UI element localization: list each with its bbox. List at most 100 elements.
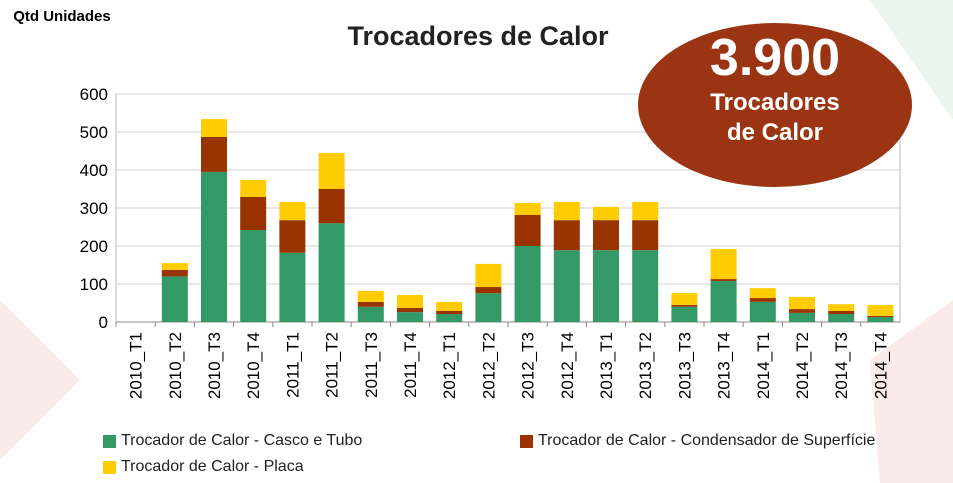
x-tick-label: 2014_T1 — [754, 332, 773, 399]
bar-segment — [475, 293, 502, 322]
x-tick-label: 2014_T2 — [793, 332, 812, 399]
y-axis-label: Qtd Unidades — [2, 6, 122, 28]
x-tick-label: 2011_T4 — [401, 332, 420, 398]
badge-oval — [638, 23, 912, 187]
bar-segment — [632, 201, 659, 221]
bg-shape — [870, 300, 953, 483]
x-tick-label: 2010_T2 — [166, 332, 185, 399]
bar-segment — [279, 201, 306, 221]
bar-segment — [514, 214, 541, 246]
legend-label: Trocador de Calor - Placa — [121, 458, 304, 475]
bar-segment — [671, 306, 698, 322]
x-tick-label: 2010_T3 — [205, 332, 224, 399]
bar-segment — [318, 189, 345, 224]
x-tick-label: 2013_T2 — [636, 332, 655, 399]
bar-segment — [240, 179, 267, 197]
bar-segment — [514, 203, 541, 215]
bar-segment — [279, 252, 306, 322]
badge-label: Trocadores de Calor — [710, 89, 840, 146]
y-tick-label: 500 — [80, 123, 108, 142]
bar-segment — [553, 201, 580, 221]
y-tick-label: 0 — [99, 313, 108, 332]
bar-segment — [201, 119, 227, 137]
legend-swatch — [103, 435, 116, 448]
x-tick-label: 2011_T3 — [362, 332, 381, 398]
bar-segment — [828, 314, 855, 322]
legend-swatch — [103, 461, 116, 474]
bar-segment — [749, 288, 776, 299]
x-tick-label: 2011_T1 — [283, 332, 302, 398]
bar-segment — [710, 280, 737, 322]
bar-segment — [553, 220, 580, 251]
bar-segment — [201, 171, 227, 322]
bar-segment — [671, 293, 698, 305]
bar-segment — [318, 152, 345, 189]
y-tick-label: 600 — [80, 85, 108, 104]
bar-segment — [867, 317, 894, 322]
bar-segment — [161, 263, 188, 270]
bar-segment — [553, 250, 580, 322]
x-tick-label: 2013_T1 — [597, 332, 616, 399]
bar-segment — [789, 296, 815, 310]
bar-segment — [789, 312, 815, 322]
x-tick-label: 2013_T3 — [675, 332, 694, 399]
bar-segment — [357, 306, 384, 322]
x-tick-label: 2014_T3 — [832, 332, 851, 399]
y-tick-label: 400 — [80, 161, 108, 180]
bar-segment — [749, 298, 776, 302]
bar-segment — [749, 301, 776, 322]
bar-segment — [593, 206, 619, 221]
bar-segment — [436, 314, 463, 322]
legend-item: Trocador de Calor - Casco e Tubo — [103, 432, 503, 450]
x-tick-label: 2011_T2 — [323, 332, 342, 398]
y-tick-label: 200 — [80, 237, 108, 256]
bar-segment — [240, 196, 267, 231]
bar-segment — [436, 310, 463, 315]
bar-segment — [201, 136, 227, 172]
bar-segment — [475, 263, 502, 288]
bar-segment — [828, 310, 855, 315]
bar-segment — [397, 312, 423, 322]
bar-segment — [240, 230, 267, 322]
x-tick-label: 2013_T4 — [715, 332, 734, 399]
x-tick-label: 2012_T1 — [440, 332, 459, 399]
bar-segment — [671, 304, 698, 307]
badge-text: 3.900 Trocadores de Calor — [650, 28, 900, 148]
bar-segment — [397, 295, 423, 308]
bar-segment — [593, 250, 619, 322]
bar-segment — [397, 307, 423, 313]
x-tick-label: 2010_T4 — [244, 332, 263, 399]
bg-shape — [870, 0, 953, 120]
bar-segment — [161, 269, 188, 277]
legend-label: Trocador de Calor - Condensador de Super… — [538, 432, 876, 449]
bar-segment — [710, 249, 737, 280]
bar-segment — [632, 250, 659, 322]
bar-segment — [357, 290, 384, 302]
y-tick-label: 100 — [80, 275, 108, 294]
bar-segment — [436, 301, 463, 311]
bar-segment — [867, 304, 894, 316]
chart-title: Trocadores de Calor — [347, 21, 609, 51]
x-tick-label: 2012_T2 — [479, 332, 498, 399]
legend-swatch — [520, 435, 533, 448]
bar-segment — [357, 301, 384, 307]
bar-segment — [632, 220, 659, 251]
bar-segment — [161, 276, 188, 322]
bar-segment — [828, 304, 855, 311]
x-tick-label: 2014_T4 — [871, 332, 890, 399]
bar-segment — [867, 315, 894, 318]
bar-segment — [710, 279, 737, 281]
bar-segment — [475, 287, 502, 294]
bar-segment — [789, 309, 815, 313]
legend-label: Trocador de Calor - Casco e Tubo — [121, 432, 363, 449]
bar-segment — [318, 223, 345, 322]
legend-item: Trocador de Calor - Condensador de Super… — [520, 432, 900, 450]
y-tick-label: 300 — [80, 199, 108, 218]
x-tick-label: 2010_T1 — [127, 332, 146, 399]
bar-segment — [593, 220, 619, 251]
badge-number: 3.900 — [709, 29, 841, 87]
bg-shape — [0, 300, 80, 460]
x-tick-label: 2012_T4 — [558, 332, 577, 399]
